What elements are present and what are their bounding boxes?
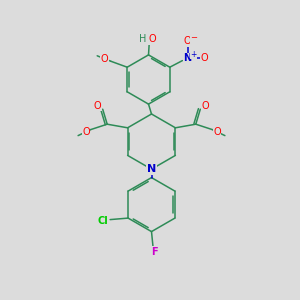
- Text: N: N: [147, 164, 156, 174]
- Text: Cl: Cl: [97, 216, 108, 226]
- Text: O: O: [184, 36, 191, 46]
- Text: O: O: [213, 127, 221, 137]
- Text: −: −: [190, 34, 197, 43]
- Text: N: N: [183, 53, 192, 63]
- Text: O: O: [200, 53, 208, 63]
- Text: O: O: [101, 54, 109, 64]
- Text: +: +: [190, 50, 196, 58]
- Text: O: O: [148, 34, 156, 44]
- Text: O: O: [202, 100, 209, 111]
- Text: O: O: [94, 100, 101, 111]
- Text: O: O: [82, 127, 90, 137]
- Text: H: H: [139, 34, 146, 44]
- Text: F: F: [151, 247, 158, 257]
